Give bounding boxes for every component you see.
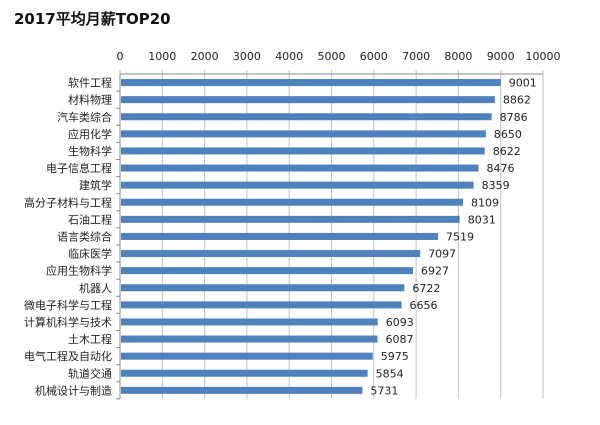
x-tick-label: 8000	[444, 50, 472, 63]
category-label: 材料物理	[68, 93, 112, 107]
data-label: 6656	[410, 299, 438, 312]
category-label: 轨道交通	[68, 366, 112, 380]
category-label: 应用生物科学	[46, 264, 112, 278]
data-label: 7097	[428, 248, 456, 261]
category-label: 生物科学	[68, 144, 112, 158]
bar	[121, 386, 363, 394]
category-label: 临床医学	[68, 247, 112, 261]
category-label: 微电子科学与工程	[24, 298, 112, 312]
bar	[121, 301, 402, 309]
category-label: 机器人	[79, 281, 112, 295]
data-label: 8862	[503, 94, 531, 107]
bar	[121, 369, 368, 377]
bar	[121, 335, 378, 343]
data-label: 8109	[471, 196, 499, 209]
data-label: 7519	[446, 230, 474, 243]
bar	[121, 267, 414, 275]
bar	[121, 181, 474, 189]
category-label: 应用化学	[68, 127, 112, 141]
x-tick-label: 0	[117, 50, 124, 63]
category-label: 石油工程	[68, 212, 112, 226]
x-tick-label: 5000	[318, 50, 346, 63]
category-label: 高分子材料与工程	[24, 195, 112, 209]
bar	[121, 198, 464, 206]
x-tick-label: 1000	[148, 50, 176, 63]
data-label: 6093	[386, 316, 414, 329]
data-label: 8622	[493, 145, 521, 158]
category-label: 机械设计与制造	[35, 383, 112, 397]
category-label: 计算机科学与技术	[24, 315, 112, 329]
data-label: 6722	[412, 282, 440, 295]
data-label: 8031	[468, 213, 496, 226]
bar	[121, 352, 373, 360]
x-tick-label: 9000	[487, 50, 515, 63]
data-label: 6927	[421, 265, 449, 278]
bar	[121, 215, 460, 223]
category-label: 土木工程	[68, 333, 112, 346]
data-label: 6087	[385, 333, 413, 346]
data-label: 9001	[509, 77, 537, 90]
bar	[121, 318, 378, 326]
bar	[121, 232, 439, 240]
data-label: 5854	[376, 367, 404, 380]
category-label: 汽车类综合	[57, 110, 112, 124]
bar	[121, 284, 405, 292]
category-label: 电子信息工程	[46, 161, 112, 175]
bar	[121, 147, 485, 155]
bar	[121, 96, 495, 104]
x-tick-label: 7000	[402, 50, 430, 63]
data-label: 5975	[381, 350, 409, 363]
x-tick-label: 3000	[233, 50, 261, 63]
bar	[121, 130, 486, 138]
bar	[121, 164, 479, 172]
x-tick-label: 10000	[526, 50, 561, 63]
data-label: 8476	[487, 162, 515, 175]
category-label: 软件工程	[68, 76, 112, 90]
data-label: 8650	[494, 128, 522, 141]
data-label: 5731	[370, 384, 398, 397]
chart-title: 2017平均月薪TOP20	[14, 10, 171, 28]
data-label: 8786	[500, 111, 528, 124]
category-label: 电气工程及自动化	[24, 349, 112, 363]
category-label: 语言类综合	[57, 229, 112, 243]
bar	[121, 79, 501, 87]
bar	[121, 250, 421, 258]
category-label: 建筑学	[79, 178, 112, 192]
bar	[121, 113, 492, 121]
x-tick-label: 4000	[275, 50, 303, 63]
x-tick-label: 2000	[191, 50, 219, 63]
data-label: 8359	[482, 179, 510, 192]
x-tick-label: 6000	[360, 50, 388, 63]
